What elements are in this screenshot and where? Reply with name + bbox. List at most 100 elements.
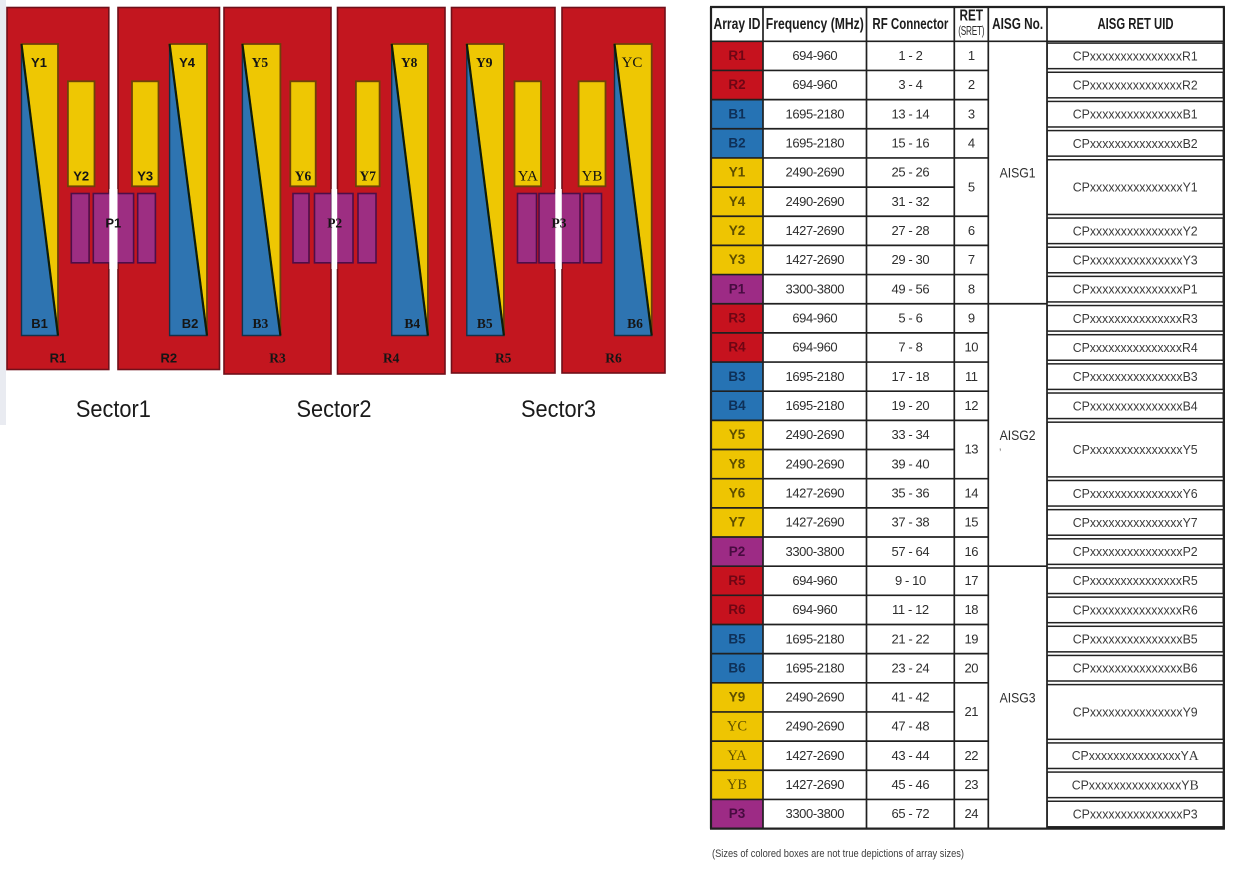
svg-text:21: 21	[964, 704, 978, 719]
svg-text:CPxxxxxxxxxxxxxxxY5: CPxxxxxxxxxxxxxxxY5	[1073, 443, 1198, 457]
svg-text:RF Connector: RF Connector	[872, 16, 948, 33]
svg-text:2490-2690: 2490-2690	[786, 194, 845, 209]
svg-text:CPxxxxxxxxxxxxxxxB4: CPxxxxxxxxxxxxxxxB4	[1073, 399, 1198, 413]
svg-text:AISG3: AISG3	[1000, 689, 1036, 705]
svg-text:8: 8	[968, 281, 975, 296]
svg-text:10: 10	[964, 340, 978, 355]
svg-text:P3: P3	[729, 806, 746, 821]
svg-text:694-960: 694-960	[792, 77, 837, 92]
svg-text:9 - 10: 9 - 10	[895, 573, 926, 588]
svg-text:47 - 48: 47 - 48	[892, 719, 930, 734]
svg-text:27 - 28: 27 - 28	[892, 223, 930, 238]
svg-text:CPxxxxxxxxxxxxxxxP1: CPxxxxxxxxxxxxxxxP1	[1073, 283, 1198, 297]
svg-text:Y6: Y6	[295, 169, 312, 184]
svg-text:1695-2180: 1695-2180	[786, 660, 845, 675]
svg-text:CPxxxxxxxxxxxxxxxR2: CPxxxxxxxxxxxxxxxR2	[1073, 79, 1198, 93]
svg-text:694-960: 694-960	[792, 311, 837, 326]
svg-text:Y6: Y6	[729, 486, 746, 501]
svg-text:2490-2690: 2490-2690	[786, 690, 845, 705]
svg-text:RET: RET	[960, 8, 984, 25]
svg-text:37 - 38: 37 - 38	[892, 515, 930, 530]
svg-text:R3: R3	[728, 311, 746, 326]
svg-text:Y7: Y7	[729, 515, 746, 530]
svg-text:17 - 18: 17 - 18	[892, 369, 930, 384]
svg-text:25 - 26: 25 - 26	[892, 165, 930, 180]
svg-text:1695-2180: 1695-2180	[786, 631, 845, 646]
svg-text:CPxxxxxxxxxxxxxxxR3: CPxxxxxxxxxxxxxxxR3	[1073, 312, 1198, 326]
svg-text:Y2: Y2	[73, 169, 89, 184]
svg-text:31 - 32: 31 - 32	[892, 194, 930, 209]
svg-text:694-960: 694-960	[792, 573, 837, 588]
svg-text:45 - 46: 45 - 46	[892, 777, 930, 792]
svg-text:4: 4	[968, 136, 975, 151]
svg-text:CPxxxxxxxxxxxxxxxB2: CPxxxxxxxxxxxxxxxB2	[1073, 137, 1198, 151]
svg-text:Y3: Y3	[137, 169, 153, 184]
svg-text:5 - 6: 5 - 6	[898, 311, 922, 326]
svg-text:2490-2690: 2490-2690	[786, 165, 845, 180]
svg-text:R2: R2	[160, 351, 177, 366]
svg-text:19: 19	[964, 631, 978, 646]
svg-text:B1: B1	[728, 106, 746, 121]
svg-text:1695-2180: 1695-2180	[786, 398, 845, 413]
svg-text:13: 13	[964, 442, 978, 457]
svg-text:2490-2690: 2490-2690	[786, 719, 845, 734]
svg-text:R6: R6	[605, 351, 622, 366]
svg-text:B6: B6	[627, 316, 643, 331]
svg-text:1695-2180: 1695-2180	[786, 136, 845, 151]
svg-text:19 - 20: 19 - 20	[892, 398, 930, 413]
svg-text:23 - 24: 23 - 24	[892, 660, 930, 675]
svg-text:43 - 44: 43 - 44	[892, 748, 930, 763]
svg-text:CPxxxxxxxxxxxxxxxY6: CPxxxxxxxxxxxxxxxY6	[1073, 487, 1198, 501]
svg-text:3300-3800: 3300-3800	[786, 281, 845, 296]
svg-text:CPxxxxxxxxxxxxxxxP2: CPxxxxxxxxxxxxxxxP2	[1073, 545, 1198, 559]
svg-text:CPxxxxxxxxxxxxxxxY3: CPxxxxxxxxxxxxxxxY3	[1073, 254, 1198, 268]
svg-text:21 - 22: 21 - 22	[892, 631, 930, 646]
svg-text:R5: R5	[728, 573, 746, 588]
svg-text:1427-2690: 1427-2690	[786, 515, 845, 530]
svg-text:24: 24	[964, 806, 978, 821]
svg-text:CPxxxxxxxxxxxxxxxR1: CPxxxxxxxxxxxxxxxR1	[1073, 49, 1198, 63]
svg-text:CPxxxxxxxxxxxxxxxB3: CPxxxxxxxxxxxxxxxB3	[1073, 370, 1198, 384]
svg-text:CPxxxxxxxxxxxxxxxR6: CPxxxxxxxxxxxxxxxR6	[1073, 603, 1198, 617]
svg-text:2490-2690: 2490-2690	[786, 427, 845, 442]
svg-text:7 - 8: 7 - 8	[898, 340, 922, 355]
svg-text:694-960: 694-960	[792, 602, 837, 617]
svg-text:57 - 64: 57 - 64	[892, 544, 930, 559]
svg-text:1695-2180: 1695-2180	[786, 106, 845, 121]
svg-text:Sector1: Sector1	[76, 396, 151, 423]
svg-text:R5: R5	[495, 351, 512, 366]
svg-text:AISG No.: AISG No.	[992, 16, 1043, 33]
svg-text:694-960: 694-960	[792, 340, 837, 355]
svg-text:Y5: Y5	[729, 427, 746, 442]
svg-text:R6: R6	[728, 602, 746, 617]
svg-text:1427-2690: 1427-2690	[786, 252, 845, 267]
svg-text:YC: YC	[727, 719, 747, 735]
svg-text:33 - 34: 33 - 34	[892, 427, 930, 442]
svg-text:B4: B4	[728, 398, 746, 413]
svg-text:2490-2690: 2490-2690	[786, 456, 845, 471]
svg-text:29 - 30: 29 - 30	[892, 252, 930, 267]
svg-text:1427-2690: 1427-2690	[786, 777, 845, 792]
svg-text:Y4: Y4	[179, 55, 196, 70]
svg-text:CPxxxxxxxxxxxxxxxR4: CPxxxxxxxxxxxxxxxR4	[1073, 341, 1198, 355]
svg-text:1695-2180: 1695-2180	[786, 369, 845, 384]
svg-text:3: 3	[968, 106, 975, 121]
svg-text:17: 17	[964, 573, 978, 588]
svg-text:Y8: Y8	[401, 55, 418, 70]
svg-text:B5: B5	[477, 316, 493, 331]
svg-text:CPxxxxxxxxxxxxxxxYB: CPxxxxxxxxxxxxxxxYB	[1072, 778, 1199, 793]
svg-text:B4: B4	[404, 316, 420, 331]
svg-text:35 - 36: 35 - 36	[892, 486, 930, 501]
svg-text:Y8: Y8	[729, 456, 746, 471]
svg-text:AISG RET UID: AISG RET UID	[1098, 16, 1174, 33]
svg-text:Array ID: Array ID	[714, 16, 761, 33]
svg-text:R3: R3	[269, 351, 286, 366]
svg-text:P1: P1	[105, 216, 121, 231]
svg-text:YA: YA	[518, 169, 538, 185]
svg-text:Y5: Y5	[252, 55, 269, 70]
svg-text:16: 16	[964, 544, 978, 559]
svg-text:1427-2690: 1427-2690	[786, 486, 845, 501]
svg-text:R4: R4	[383, 351, 400, 366]
svg-text:39 - 40: 39 - 40	[892, 456, 930, 471]
svg-text:2: 2	[968, 77, 975, 92]
